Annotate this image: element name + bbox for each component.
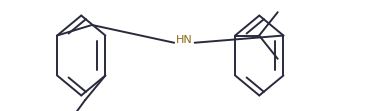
- Text: HN: HN: [176, 35, 193, 45]
